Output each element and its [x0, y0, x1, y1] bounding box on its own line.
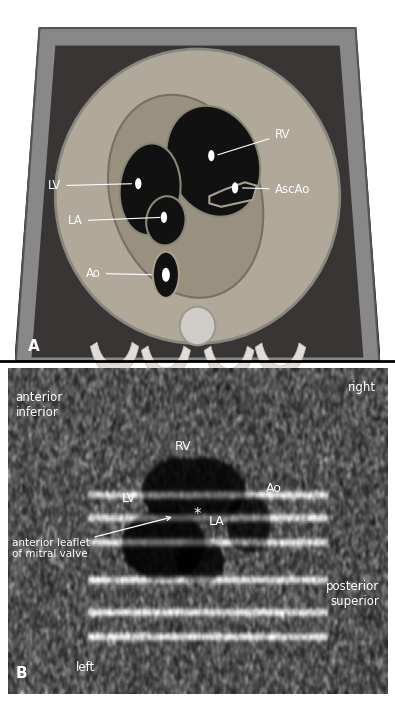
Text: right: right — [348, 381, 376, 394]
Text: RV: RV — [218, 128, 290, 155]
Ellipse shape — [108, 95, 263, 298]
Circle shape — [208, 150, 214, 161]
Text: Ao: Ao — [86, 267, 151, 280]
Text: LA: LA — [209, 515, 225, 528]
Ellipse shape — [180, 307, 215, 345]
Text: Ao: Ao — [266, 482, 282, 495]
Polygon shape — [32, 46, 363, 358]
Wedge shape — [255, 343, 306, 379]
Polygon shape — [209, 182, 257, 207]
Text: LV: LV — [122, 492, 136, 505]
Wedge shape — [90, 342, 139, 376]
Polygon shape — [16, 28, 379, 361]
Ellipse shape — [166, 106, 260, 217]
Circle shape — [232, 182, 238, 193]
Text: LA: LA — [68, 215, 160, 227]
Text: RV: RV — [175, 440, 191, 453]
Text: B: B — [15, 666, 27, 681]
Text: LV: LV — [48, 179, 132, 192]
Wedge shape — [204, 346, 254, 381]
Circle shape — [135, 178, 141, 189]
Circle shape — [153, 252, 179, 298]
Text: AscAo: AscAo — [243, 183, 310, 196]
Ellipse shape — [146, 196, 186, 245]
Polygon shape — [16, 28, 379, 361]
Text: A: A — [28, 339, 40, 354]
Text: *: * — [194, 507, 201, 522]
Circle shape — [161, 212, 167, 223]
Text: left: left — [76, 662, 96, 674]
Wedge shape — [141, 346, 190, 381]
Text: anterior leaflet
of mitral valve: anterior leaflet of mitral valve — [12, 517, 171, 559]
Text: anterior
inferior: anterior inferior — [15, 391, 63, 418]
Text: posterior
superior: posterior superior — [326, 580, 380, 608]
Ellipse shape — [120, 144, 181, 235]
Ellipse shape — [55, 49, 340, 343]
Circle shape — [162, 268, 170, 282]
